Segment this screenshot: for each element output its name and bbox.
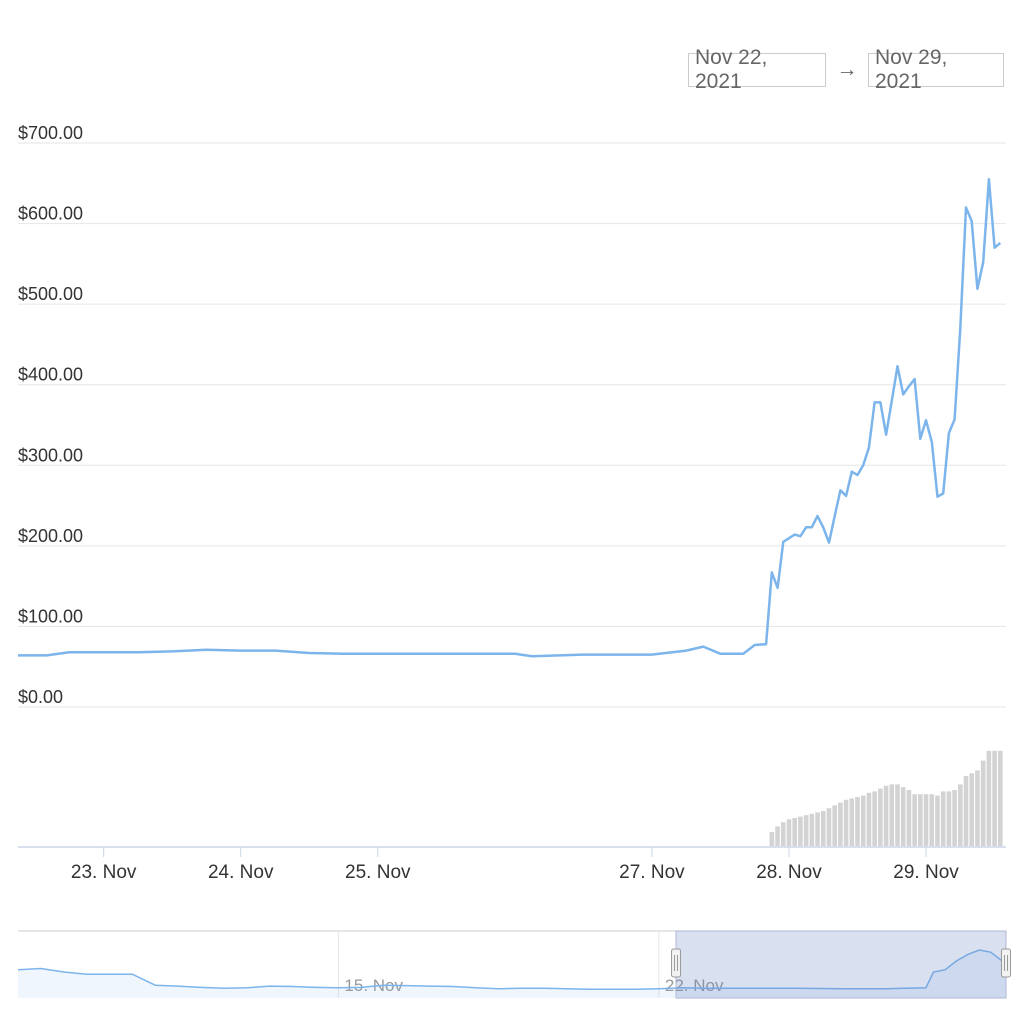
date-range-picker: Nov 22, 2021 → Nov 29, 2021	[688, 46, 1004, 93]
y-tick-label: $200.00	[18, 526, 83, 546]
volume-bar	[878, 788, 883, 846]
navigator-handle-left[interactable]	[671, 948, 682, 978]
volume-bar	[872, 791, 877, 846]
volume-bar	[866, 792, 872, 846]
x-tick-label: 25. Nov	[345, 862, 411, 883]
volume-bar	[969, 773, 975, 846]
volume-bar	[997, 750, 1003, 846]
volume-bar	[975, 770, 980, 846]
volume-bar	[923, 794, 929, 846]
y-tick-label: $600.00	[18, 204, 83, 224]
x-tick-label: 24. Nov	[208, 862, 274, 883]
volume-bar	[815, 812, 820, 846]
volume-bar	[786, 819, 792, 846]
navigator-handle-right[interactable]	[1001, 948, 1011, 978]
x-tick-label: 29. Nov	[893, 862, 959, 883]
volume-bar	[860, 795, 866, 846]
navigator-area	[18, 950, 1006, 998]
volume-bar	[820, 811, 826, 846]
volume-bar	[986, 750, 992, 846]
x-tick-label: 28. Nov	[756, 862, 822, 883]
y-tick-label: $700.00	[18, 123, 83, 143]
y-tick-label: $500.00	[18, 284, 83, 304]
price-line-series	[18, 178, 1002, 658]
y-tick-label: $100.00	[18, 606, 83, 626]
volume-columns	[769, 750, 1003, 846]
navigator-line	[17, 949, 1007, 990]
volume-bar	[980, 760, 986, 846]
y-gridlines	[18, 142, 1006, 708]
y-axis-labels: $0.00 $100.00 $200.00 $300.00 $400.00 $500.00…	[18, 123, 83, 707]
volume-bar	[906, 790, 912, 846]
navigator-selection	[675, 930, 1007, 999]
volume-bar	[838, 802, 843, 846]
arrow-right-icon: →	[836, 58, 858, 81]
price-line	[18, 178, 1002, 658]
volume-bar	[780, 822, 786, 846]
volume-bar	[958, 784, 963, 846]
volume-bar	[843, 799, 849, 846]
volume-bar	[855, 797, 860, 846]
volume-bar	[929, 794, 935, 846]
x-tick-label: 27. Nov	[619, 862, 685, 883]
volume-bar	[803, 815, 809, 846]
y-tick-label: $400.00	[18, 365, 83, 385]
y-tick-label: $0.00	[18, 687, 63, 707]
handle-grip-icon	[671, 948, 682, 978]
volume-bar	[912, 794, 917, 846]
volume-bar	[769, 832, 775, 846]
volume-bar	[883, 785, 889, 846]
volume-bar	[798, 816, 803, 846]
volume-bar	[889, 784, 895, 846]
volume-bar	[792, 818, 797, 846]
volume-bar	[849, 798, 855, 846]
handle-grip-icon	[1001, 948, 1011, 978]
volume-bar	[826, 808, 832, 846]
x-tick-label: 23. Nov	[71, 862, 137, 883]
volume-bar	[809, 813, 815, 846]
volume-bar	[775, 826, 780, 846]
volume-bar	[992, 750, 997, 846]
x-axis: 23. Nov 24. Nov 25. Nov 27. Nov 28. Nov 29. N…	[18, 846, 1006, 883]
y-tick-label: $300.00	[18, 445, 83, 465]
volume-bar	[946, 791, 952, 846]
volume-bar	[940, 791, 946, 846]
navigator-tick-label: 22. Nov	[665, 976, 724, 995]
volume-bar	[935, 795, 940, 846]
volume-bar	[918, 794, 923, 846]
volume-bar	[952, 790, 957, 846]
volume-bar	[900, 787, 906, 846]
volume-bar	[895, 784, 900, 846]
volume-bar	[832, 805, 837, 846]
volume-bar	[963, 776, 969, 846]
